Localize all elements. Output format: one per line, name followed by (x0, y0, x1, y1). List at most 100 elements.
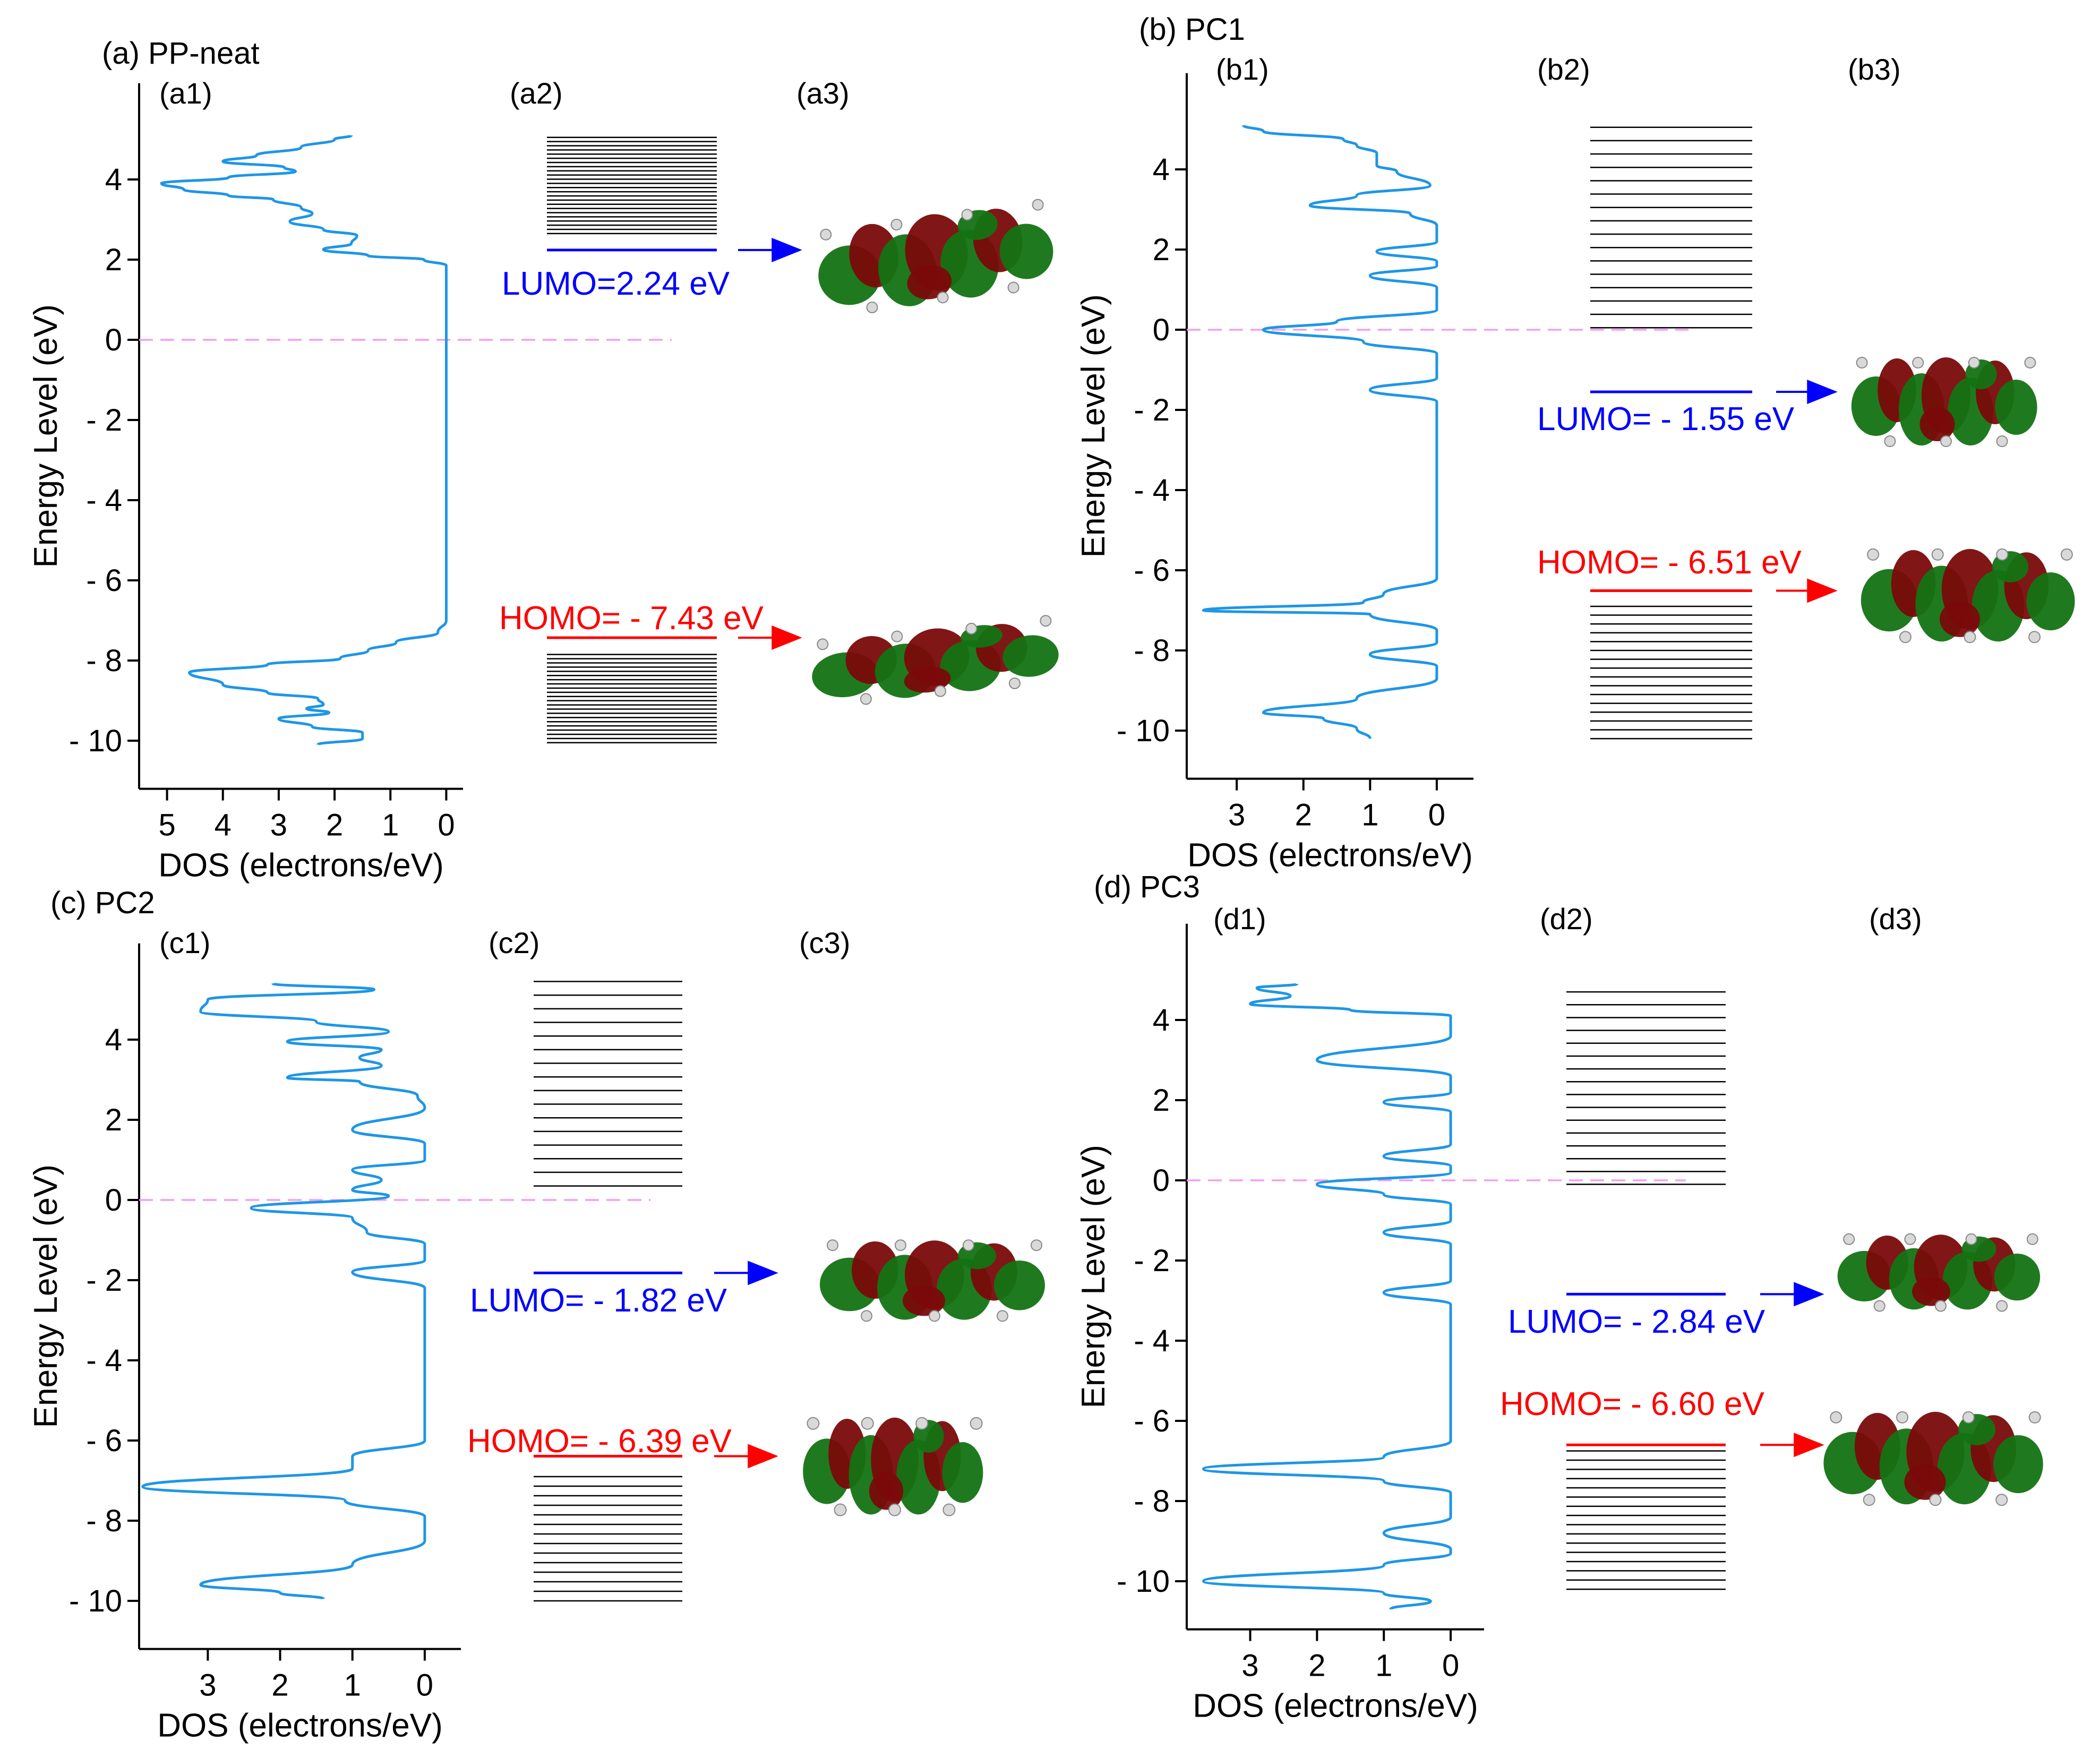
x-tick-label: 3 (1241, 1649, 1258, 1683)
orbital-lobe (1912, 1277, 1950, 1306)
atom (827, 1239, 838, 1251)
y-tick-label: 2 (1153, 233, 1170, 267)
x-tick-label: 0 (416, 1668, 433, 1703)
atom (1863, 1494, 1875, 1506)
atom (2026, 1233, 2038, 1245)
dos-curve (141, 982, 426, 1600)
atom (963, 1239, 974, 1251)
x-tick-label: 1 (1361, 798, 1378, 833)
homo-orbital-image (1823, 1411, 2043, 1506)
y-tick-label: 0 (105, 1183, 122, 1218)
atom (965, 622, 978, 635)
atom (866, 301, 878, 313)
homo-label: HOMO= - 6.60 eV (1500, 1386, 1765, 1422)
y-tick-label: 4 (105, 162, 122, 197)
atom (961, 209, 973, 221)
sublabel-orbitals: (a3) (796, 76, 850, 110)
atom (934, 685, 946, 697)
y-tick-label: - 6 (1134, 553, 1170, 588)
atom (2028, 631, 2041, 644)
atom (970, 1417, 983, 1430)
orbital-lobe (869, 1472, 903, 1510)
atom (817, 638, 829, 650)
atom (1996, 435, 2008, 447)
y-tick-label: - 8 (1134, 1484, 1170, 1519)
x-tick-label: 2 (1295, 798, 1312, 833)
y-tick-label: - 10 (69, 724, 122, 758)
y-tick-label: 2 (105, 243, 122, 277)
orbital-lobe (1993, 1435, 2043, 1494)
panel-title: (d) PC3 (1094, 870, 1200, 904)
atom (1995, 1494, 2008, 1506)
orbital-lobe (942, 1442, 983, 1503)
x-axis-label: DOS (electrons/eV) (1187, 837, 1473, 874)
homo-label: HOMO= - 6.51 eV (1537, 544, 1802, 581)
atom (834, 1503, 847, 1516)
atom (2028, 1411, 2041, 1424)
sublabel-levels: (a2) (510, 76, 563, 110)
atom (937, 292, 949, 304)
lumo-orbital-image (1851, 357, 2037, 447)
panel-title: (a) PP-neat (102, 36, 260, 71)
y-tick-label: - 8 (1134, 633, 1170, 668)
x-tick-label: 0 (1428, 798, 1445, 833)
panel-a: (a) PP-neat (a1) (a2) (a3) 4 2 0 - 2 - 4 - 6 - 8 - … (28, 36, 1059, 884)
lumo-label: LUMO=2.24 eV (502, 265, 730, 302)
orbital-lobe (907, 265, 952, 299)
homo-orbital-image (1861, 548, 2075, 644)
atom (890, 219, 903, 231)
atom (1962, 1411, 1975, 1424)
atom (860, 693, 872, 705)
y-axis-label: Energy Level (eV) (28, 1164, 64, 1428)
y-tick-label: - 8 (86, 1504, 122, 1538)
panel-b: (b) PC1 (b1) (b2) (b3) 4 2 0 - 2 - 4 - 6 - 8 - 10 3 2… (1075, 12, 2075, 874)
atom (888, 1503, 901, 1516)
y-axis-label: Energy Level (eV) (1075, 294, 1112, 558)
y-tick-label: 4 (1153, 1003, 1170, 1038)
panel-title: (b) PC1 (1139, 12, 1245, 47)
atom (2060, 548, 2073, 561)
sublabel-dos: (b1) (1216, 53, 1269, 86)
atom (1884, 435, 1896, 447)
atom (1968, 357, 1980, 368)
y-tick-label: - 10 (1117, 714, 1170, 748)
sublabel-orbitals: (b3) (1848, 53, 1901, 86)
atom (807, 1417, 820, 1430)
y-tick-label: - 10 (1117, 1564, 1170, 1599)
panel-title: (c) PC2 (50, 886, 155, 920)
homo-orbital-image (812, 615, 1059, 705)
sublabel-dos: (d1) (1213, 902, 1266, 936)
sublabel-levels: (c2) (488, 926, 539, 959)
atom (1965, 1233, 1977, 1245)
atom (1031, 1239, 1042, 1251)
y-tick-label: - 6 (86, 563, 122, 598)
y-tick-label: 0 (1153, 313, 1170, 347)
orbital-lobe (1994, 1254, 2041, 1301)
lumo-label: LUMO= - 2.84 eV (1508, 1304, 1765, 1340)
y-tick-label: - 2 (86, 403, 122, 438)
y-axis-label: Energy Level (eV) (28, 304, 64, 568)
atom (1040, 615, 1052, 627)
panel-d: (d) PC3 (d1) (d2) (d3) 4 2 0 - 2 - 4 - 6 - 8 - 10 3 2… (1075, 870, 2043, 1725)
x-tick-label: 0 (1442, 1649, 1459, 1683)
dos-curve (160, 134, 448, 747)
sublabel-dos: (c1) (159, 926, 210, 959)
y-tick-label: - 2 (1134, 1244, 1170, 1278)
y-tick-label: 4 (105, 1023, 122, 1057)
x-tick-label: 1 (1375, 1649, 1392, 1683)
atom (1931, 548, 1944, 561)
x-tick-label: 3 (1228, 798, 1245, 833)
x-tick-label: 2 (271, 1668, 288, 1703)
x-tick-label: 4 (215, 808, 232, 843)
y-tick-label: 0 (105, 323, 122, 357)
orbital-lobe (999, 224, 1053, 279)
y-tick-label: - 2 (86, 1263, 122, 1298)
atom (1896, 1411, 1909, 1424)
x-tick-label: 5 (158, 808, 175, 843)
atom (1996, 1300, 2008, 1312)
atom (1940, 435, 1952, 447)
y-tick-label: 2 (1153, 1083, 1170, 1118)
y-tick-label: - 4 (86, 483, 122, 518)
y-tick-label: - 4 (1134, 1324, 1170, 1358)
atom (1843, 1233, 1855, 1245)
